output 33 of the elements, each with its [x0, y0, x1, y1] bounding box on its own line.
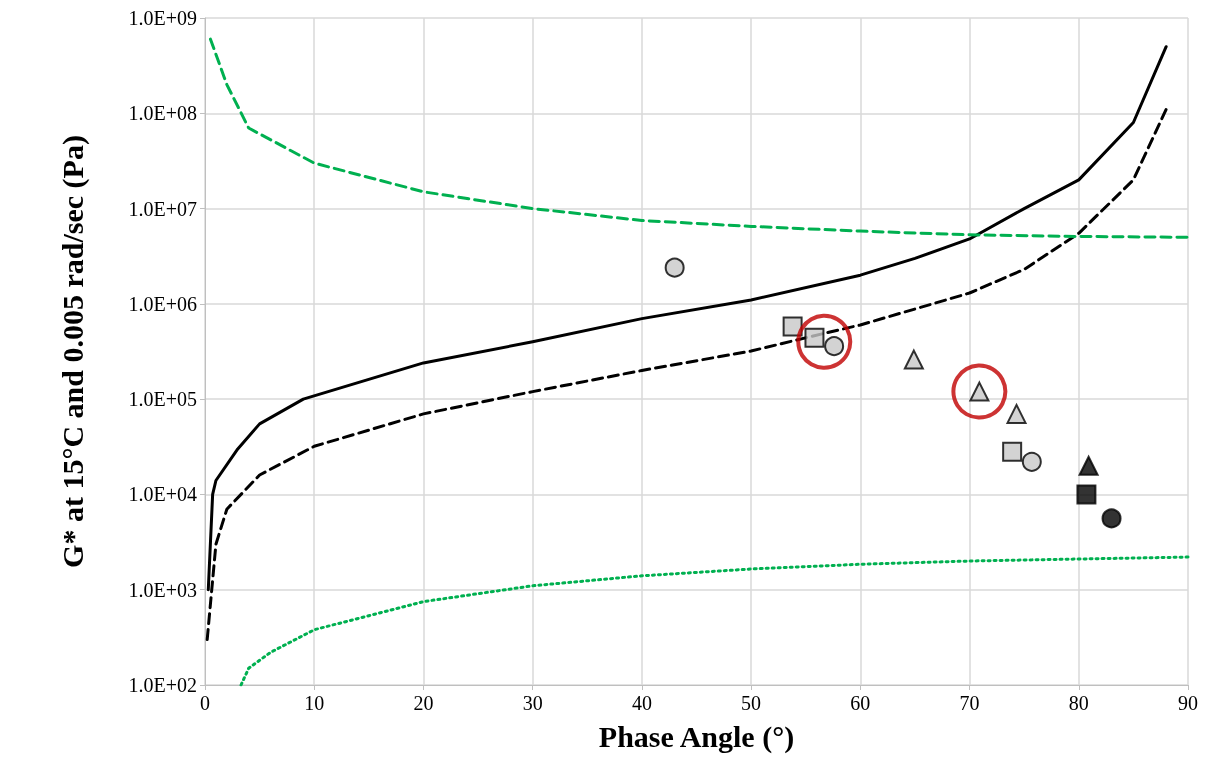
point: [1078, 455, 1099, 476]
x-tick-label: 0: [200, 692, 210, 714]
x-tick-label: 60: [850, 692, 871, 714]
y-axis-title: G* at 15°C and 0.005 rad/sec (Pa): [55, 135, 90, 568]
y-tick-label: 1.0E+05: [128, 388, 197, 411]
point: [664, 257, 685, 278]
x-tick-label: 50: [741, 692, 762, 714]
point: [1006, 403, 1027, 424]
point: [951, 363, 1008, 420]
y-tick-label: 1.0E+07: [128, 197, 197, 220]
y-tick-label: 1.0E+02: [128, 674, 197, 696]
y-tick-label: 1.0E+03: [128, 578, 197, 601]
y-tick-label: 1.0E+09: [128, 7, 197, 29]
x-axis-title: Phase Angle (°): [598, 719, 795, 754]
line-series: [208, 37, 1190, 239]
point: [1101, 508, 1122, 529]
point: [1002, 441, 1023, 462]
x-tick-label: 40: [631, 692, 652, 714]
x-tick-label: 30: [522, 692, 543, 714]
y-tick-label: 1.0E+04: [128, 483, 197, 506]
x-tick-label: 90: [1178, 692, 1198, 714]
point: [903, 349, 924, 370]
x-tick-label: 80: [1068, 692, 1089, 714]
line-series: [239, 555, 1190, 687]
point: [796, 313, 853, 370]
point: [1076, 484, 1097, 505]
x-tick-label: 10: [304, 692, 325, 714]
x-tick-label: 20: [413, 692, 434, 714]
y-tick-label: 1.0E+06: [128, 292, 197, 315]
point: [1021, 451, 1042, 472]
x-tick-label: 70: [959, 692, 980, 714]
point: [782, 316, 803, 337]
y-tick-label: 1.0E+08: [128, 102, 197, 125]
